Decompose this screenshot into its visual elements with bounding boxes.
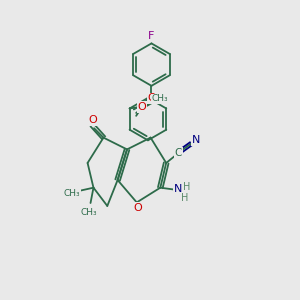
Text: CH₃: CH₃: [64, 189, 80, 198]
Text: H: H: [181, 193, 188, 203]
Text: CH₃: CH₃: [80, 208, 97, 217]
Text: N: N: [174, 184, 182, 194]
Text: O: O: [138, 102, 146, 112]
Text: F: F: [148, 31, 155, 41]
Text: C: C: [175, 148, 182, 158]
Text: CH₃: CH₃: [152, 94, 169, 103]
Text: N: N: [192, 135, 200, 145]
Text: O: O: [147, 93, 156, 103]
Text: O: O: [134, 203, 142, 213]
Text: H: H: [183, 182, 190, 191]
Text: O: O: [88, 115, 97, 125]
